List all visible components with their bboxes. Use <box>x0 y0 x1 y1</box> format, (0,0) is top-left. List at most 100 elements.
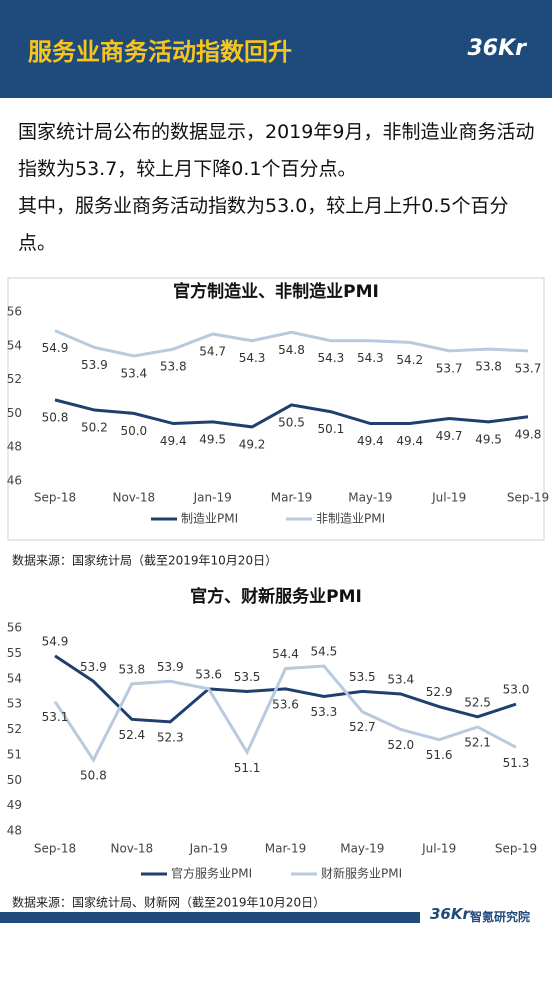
data-label: 53.9 <box>81 358 108 372</box>
data-label: 53.7 <box>515 361 542 375</box>
data-label: 53.4 <box>120 366 147 380</box>
data-label: 53.7 <box>436 361 463 375</box>
data-label: 54.4 <box>272 647 299 661</box>
x-tick-label: Sep-19 <box>507 491 549 505</box>
data-label: 49.8 <box>515 427 542 441</box>
x-tick-label: Jul-19 <box>421 842 456 856</box>
y-tick-label: 48 <box>7 824 22 838</box>
y-tick-label: 56 <box>7 621 22 635</box>
data-label: 52.7 <box>349 720 376 734</box>
data-label: 54.8 <box>278 343 305 357</box>
data-label: 52.5 <box>464 695 491 709</box>
paragraph: 国家统计局公布的数据显示，2019年9月，非制造业商务活动指数为53.7，较上月… <box>18 121 535 180</box>
data-label: 53.0 <box>503 683 530 697</box>
data-label: 53.5 <box>234 670 261 684</box>
data-label: 49.5 <box>199 432 226 446</box>
paragraph: 其中，服务业商务活动指数为53.0，较上月上升0.5个百分点。 <box>18 195 509 254</box>
y-tick-label: 54 <box>7 338 22 352</box>
data-label: 53.6 <box>195 667 222 681</box>
x-tick-label: Sep-18 <box>34 491 76 505</box>
data-label: 53.4 <box>387 672 414 686</box>
x-tick-label: May-19 <box>348 491 392 505</box>
y-tick-label: 51 <box>7 747 22 761</box>
series-line <box>54 398 529 429</box>
data-label: 49.5 <box>475 432 502 446</box>
chart: 官方制造业、非制造业PMI 46 48 50 52 54 56 Sep-18 Nov-18 Jan… <box>7 277 549 568</box>
chart: 官方、财新服务业PMI 48 49 50 51 52 53 54 55 56 Sep-18 Nov-1… <box>7 586 537 910</box>
y-tick-label: 48 <box>7 440 22 454</box>
series-line <box>53 664 517 763</box>
data-label: 52.1 <box>464 735 491 749</box>
data-label: 51.6 <box>426 748 453 762</box>
data-label: 52.0 <box>387 738 414 752</box>
footer-bar <box>0 912 420 923</box>
x-tick-label: Jan-19 <box>193 491 232 505</box>
y-tick-label: 52 <box>7 372 22 386</box>
source-note: 数据来源：国家统计局、财新网（截至2019年10月20日） <box>12 895 325 910</box>
header-title: 服务业商务活动指数回升 <box>28 38 292 66</box>
y-tick-label: 56 <box>7 305 22 319</box>
x-tick-label: Jan-19 <box>189 842 228 856</box>
series-line <box>54 654 517 724</box>
data-label: 50.8 <box>42 410 69 424</box>
data-label: 53.6 <box>272 697 299 711</box>
y-tick-label: 53 <box>7 697 22 711</box>
x-tick-label: Mar-19 <box>265 842 306 856</box>
data-label: 49.4 <box>396 434 423 448</box>
data-label: 52.9 <box>426 685 453 699</box>
x-tick-label: Nov-18 <box>112 491 155 505</box>
chart-title: 官方制造业、非制造业PMI <box>173 281 379 302</box>
chart-frame <box>7 277 545 541</box>
x-tick-label: Sep-18 <box>34 842 76 856</box>
data-label: 53.8 <box>160 360 187 374</box>
y-tick-label: 52 <box>7 722 22 736</box>
legend-label: 财新服务业PMI <box>321 866 402 881</box>
data-label: 53.8 <box>475 360 502 374</box>
data-label: 51.3 <box>503 756 530 770</box>
legend-label: 制造业PMI <box>181 512 238 526</box>
logo: 36Kr <box>467 36 526 61</box>
data-label: 50.8 <box>80 768 107 782</box>
footer-logo: 36Kr <box>430 905 470 923</box>
data-label: 54.5 <box>311 645 338 659</box>
chart-title: 官方、财新服务业PMI <box>190 586 362 607</box>
x-tick-label: May-19 <box>340 842 384 856</box>
y-tick-label: 54 <box>7 671 22 685</box>
x-tick-label: Sep-19 <box>495 842 537 856</box>
x-tick-label: Mar-19 <box>271 491 312 505</box>
data-label: 50.1 <box>318 422 345 436</box>
y-tick-label: 46 <box>7 474 22 488</box>
data-label: 53.3 <box>311 705 338 719</box>
y-tick-label: 50 <box>7 773 22 787</box>
data-label: 50.5 <box>278 415 305 429</box>
data-label: 53.9 <box>80 660 107 674</box>
data-label: 54.3 <box>357 351 384 365</box>
data-label: 49.4 <box>160 434 187 448</box>
y-tick-label: 55 <box>7 646 22 660</box>
data-label: 54.7 <box>199 344 226 358</box>
data-label: 54.3 <box>318 351 345 365</box>
data-label: 54.2 <box>396 353 423 367</box>
legend-label: 官方服务业PMI <box>171 866 252 881</box>
data-label: 49.4 <box>357 434 384 448</box>
data-label: 50.2 <box>81 421 108 435</box>
data-label: 52.4 <box>118 728 145 742</box>
data-label: 54.9 <box>42 341 69 355</box>
header: 服务业商务活动指数回升 36Kr <box>0 0 552 98</box>
source-note: 数据来源：国家统计局（截至2019年10月20日） <box>12 553 277 568</box>
data-label: 49.7 <box>436 429 463 443</box>
x-tick-label: Jul-19 <box>431 491 466 505</box>
series-line <box>54 329 529 358</box>
data-label: 52.3 <box>157 730 184 744</box>
data-label: 53.5 <box>349 670 376 684</box>
data-label: 53.9 <box>157 660 184 674</box>
data-label: 50.0 <box>120 424 147 438</box>
footer-text: 智氪研究院 <box>470 910 531 924</box>
y-tick-label: 50 <box>7 406 22 420</box>
x-tick-label: Nov-18 <box>110 842 153 856</box>
data-label: 51.1 <box>234 761 261 775</box>
data-label: 53.8 <box>118 662 145 676</box>
data-label: 49.2 <box>239 437 266 451</box>
data-label: 54.9 <box>42 634 69 648</box>
